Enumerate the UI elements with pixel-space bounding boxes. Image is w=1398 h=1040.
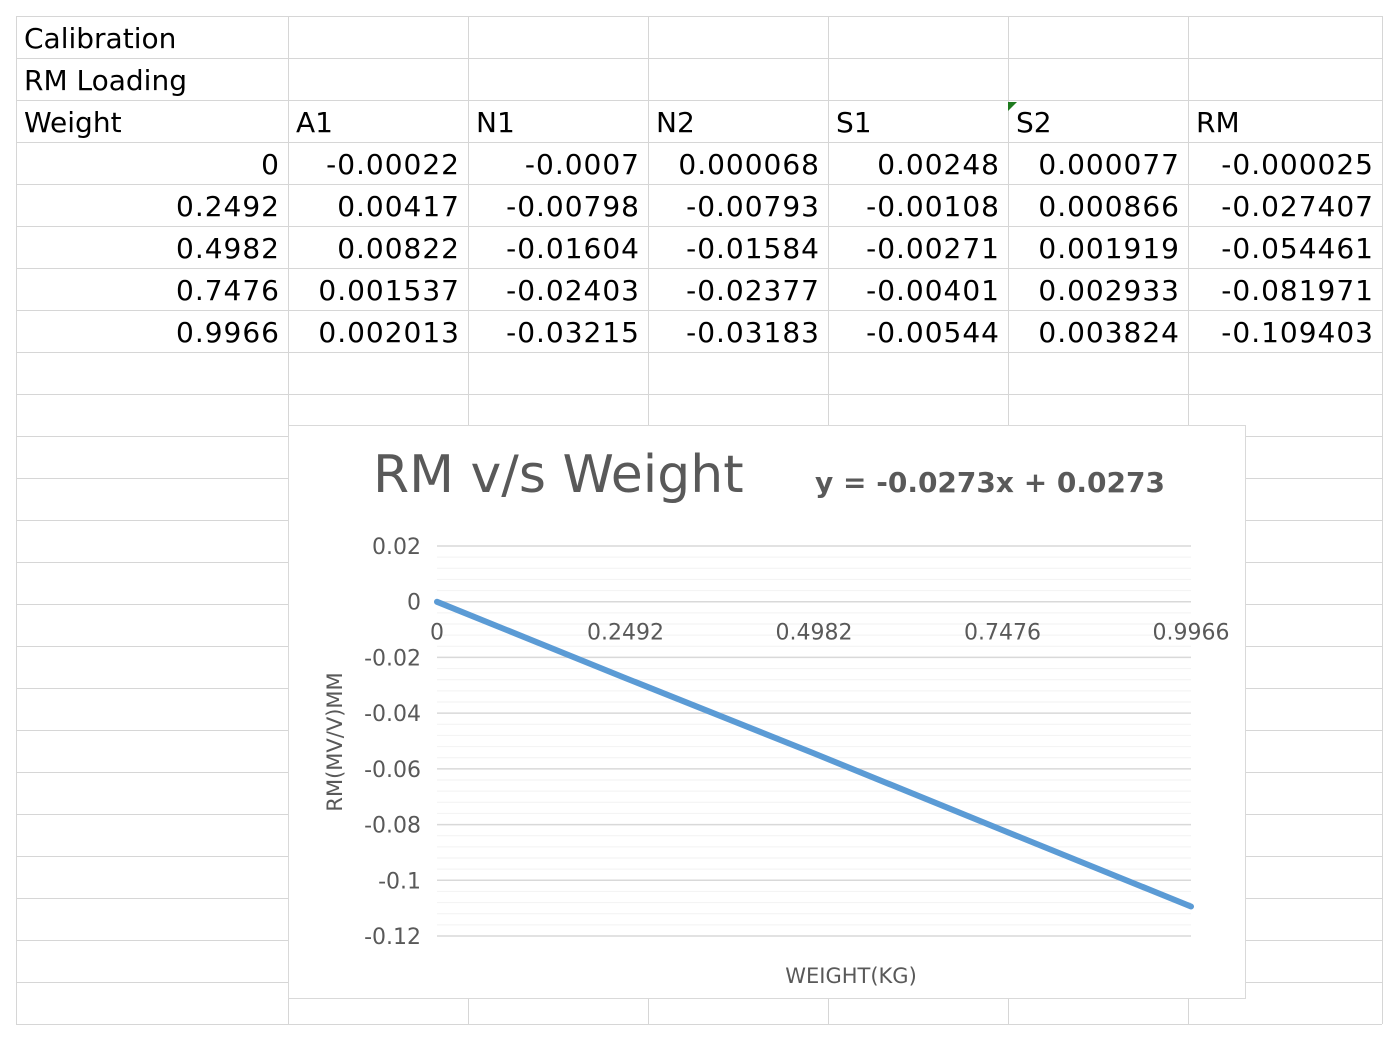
grid-line	[16, 16, 1382, 17]
table-cell[interactable]: -0.00108	[866, 190, 1000, 223]
y-tick-label: 0.02	[372, 535, 421, 560]
x-tick-label: 0.2492	[587, 621, 664, 646]
table-cell[interactable]: -0.027407	[1221, 190, 1374, 223]
header-n1[interactable]: N1	[476, 106, 515, 139]
table-cell[interactable]: 0.9966	[176, 316, 280, 349]
grid-line	[16, 394, 1382, 395]
table-cell[interactable]: 0	[261, 148, 280, 181]
table-cell[interactable]: 0.4982	[176, 232, 280, 265]
table-cell[interactable]: -0.00798	[506, 190, 640, 223]
spreadsheet-grid[interactable]: Calibration RM Loading Weight A1 N1 N2 S…	[16, 16, 1383, 1025]
table-cell[interactable]: 0.002933	[1038, 274, 1180, 307]
trendline-equation: y = -0.0273x + 0.0273	[815, 466, 1165, 499]
table-cell[interactable]: 0.001919	[1038, 232, 1180, 265]
table-cell[interactable]: 0.00248	[877, 148, 1000, 181]
chart-object[interactable]: RM v/s Weight y = -0.0273x + 0.0273 0.02…	[288, 425, 1246, 999]
header-weight[interactable]: Weight	[24, 106, 122, 139]
cell-rm-loading[interactable]: RM Loading	[24, 64, 187, 97]
grid-line	[16, 352, 1382, 353]
grid-line	[16, 184, 1382, 185]
chart-svg: RM v/s Weight y = -0.0273x + 0.0273 0.02…	[323, 445, 1229, 988]
x-tick-label: 0.7476	[964, 621, 1041, 646]
x-tick-label: 0	[430, 621, 444, 646]
header-rm[interactable]: RM	[1196, 106, 1240, 139]
table-cell[interactable]: -0.000025	[1221, 148, 1374, 181]
y-tick-label: 0	[407, 591, 421, 616]
grid-line	[16, 1024, 1382, 1025]
y-tick-label: -0.12	[364, 925, 421, 950]
grid-line	[16, 268, 1382, 269]
header-s1[interactable]: S1	[836, 106, 872, 139]
table-cell[interactable]: 0.000068	[678, 148, 820, 181]
grid-line	[16, 310, 1382, 311]
header-s2[interactable]: S2	[1016, 106, 1052, 139]
cell-calibration[interactable]: Calibration	[24, 22, 177, 55]
series-line	[434, 598, 1194, 910]
x-tick-label: 0.9966	[1153, 621, 1230, 646]
table-cell[interactable]: 0.00822	[337, 232, 460, 265]
table-cell[interactable]: 0.000866	[1038, 190, 1180, 223]
grid-line	[16, 142, 1382, 143]
x-axis-ticks: 0 0.2492 0.4982 0.7476 0.9966	[430, 621, 1229, 646]
x-tick-label: 0.4982	[776, 621, 853, 646]
table-cell[interactable]: -0.109403	[1221, 316, 1374, 349]
table-cell[interactable]: -0.054461	[1221, 232, 1374, 265]
table-cell[interactable]: 0.001537	[318, 274, 460, 307]
header-a1[interactable]: A1	[296, 106, 333, 139]
y-tick-label: -0.02	[364, 646, 421, 671]
table-cell[interactable]: -0.02403	[506, 274, 640, 307]
table-cell[interactable]: 0.003824	[1038, 316, 1180, 349]
table-cell[interactable]: 0.002013	[318, 316, 460, 349]
grid-line	[1382, 16, 1383, 1024]
table-cell[interactable]: 0.00417	[337, 190, 460, 223]
table-cell[interactable]: -0.03215	[506, 316, 640, 349]
table-cell[interactable]: -0.01604	[506, 232, 640, 265]
chart-title: RM v/s Weight	[373, 445, 744, 505]
table-cell[interactable]: -0.00401	[866, 274, 1000, 307]
y-tick-label: -0.06	[364, 758, 421, 783]
series-group	[434, 598, 1194, 910]
y-tick-label: -0.1	[378, 869, 421, 894]
table-cell[interactable]: -0.00271	[866, 232, 1000, 265]
table-cell[interactable]: -0.0007	[524, 148, 640, 181]
y-tick-label: -0.04	[364, 702, 421, 727]
major-gridlines	[437, 545, 1191, 937]
grid-line	[16, 100, 1382, 101]
table-cell[interactable]: 0.2492	[176, 190, 280, 223]
grid-line	[16, 226, 1382, 227]
grid-line	[16, 58, 1382, 59]
table-cell[interactable]: -0.00022	[326, 148, 460, 181]
error-indicator-icon	[1008, 102, 1017, 111]
table-cell[interactable]: 0.7476	[176, 274, 280, 307]
x-axis-title: WEIGHT(KG)	[785, 964, 917, 988]
table-cell[interactable]: -0.01584	[686, 232, 820, 265]
table-cell[interactable]: -0.00793	[686, 190, 820, 223]
header-n2[interactable]: N2	[656, 106, 695, 139]
table-cell[interactable]: -0.02377	[686, 274, 820, 307]
minor-gridlines	[437, 545, 1191, 937]
table-cell[interactable]: -0.00544	[866, 316, 1000, 349]
table-cell[interactable]: -0.03183	[686, 316, 820, 349]
y-axis-title: RM(MV/V)MM	[323, 672, 347, 811]
table-cell[interactable]: 0.000077	[1038, 148, 1180, 181]
table-cell[interactable]: -0.081971	[1221, 274, 1374, 307]
y-tick-label: -0.08	[364, 814, 421, 839]
y-axis-ticks: 0.02 0 -0.02 -0.04 -0.06 -0.08 -0.1 -0.12	[364, 535, 421, 950]
